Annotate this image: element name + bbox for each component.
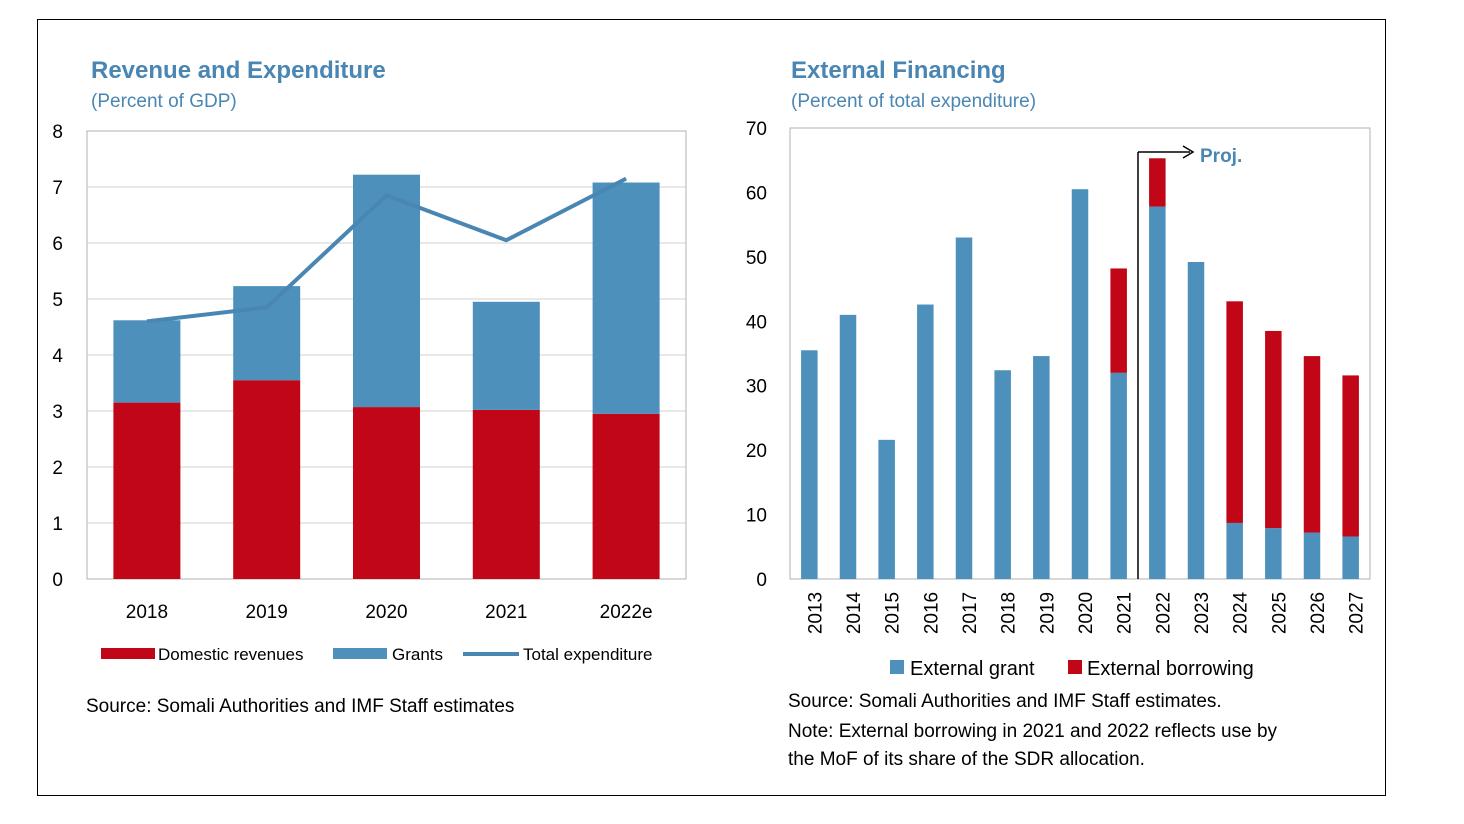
x-tick-label: 2013 [805,592,826,634]
bar-external-grant [1342,536,1359,579]
x-tick-label: 2020 [365,602,407,623]
projection-label: Proj. [1200,146,1242,167]
legend-label-total-expenditure: Total expenditure [523,645,652,664]
bar-external-borrowing [1110,268,1127,373]
bar-grants [353,174,420,408]
bar-domestic-revenues [233,380,301,579]
legend-label-grants: Grants [392,645,443,664]
x-tick-label: 2022 [1153,592,1174,634]
bar-external-borrowing [1342,375,1359,537]
y-tick-label: 6 [52,234,63,255]
right-chart-title: External Financing [791,57,1006,84]
x-tick-label: 2014 [844,591,865,634]
y-tick-label: 70 [746,119,767,140]
bar-external-grant [994,370,1011,579]
right-note-line1: Note: External borrowing in 2021 and 202… [788,721,1278,742]
x-tick-label: 2025 [1269,592,1290,634]
projection-arrowhead [1182,145,1195,159]
x-tick-label: 2018 [126,602,168,623]
y-tick-label: 60 [746,183,767,204]
legend-label-domestic-revenues: Domestic revenues [158,645,304,664]
y-tick-label: 50 [746,248,767,269]
bar-external-grant [878,439,895,579]
bar-grants [113,320,181,403]
y-tick-label: 10 [746,506,767,527]
y-tick-label: 4 [52,346,63,367]
bar-grants [233,286,301,381]
y-tick-label: 30 [746,377,767,398]
legend-swatch-external-borrowing [1068,660,1082,674]
bar-domestic-revenues [353,407,420,579]
bar-external-grant [1149,206,1166,580]
bar-external-grant [1033,356,1050,579]
bar-grants [472,301,540,410]
x-tick-label: 2026 [1308,592,1329,634]
right-source-note: Source: Somali Authorities and IMF Staff… [788,691,1222,712]
figure-frame [37,19,1386,796]
y-tick-label: 0 [52,570,63,591]
x-tick-label: 2018 [999,592,1020,634]
x-tick-label: 2019 [246,602,288,623]
x-tick-label: 2019 [1037,592,1058,634]
bar-domestic-revenues [472,409,540,579]
legend-swatch-grants [333,648,387,659]
y-tick-label: 7 [52,178,63,199]
bar-domestic-revenues [113,402,181,579]
bar-external-grant [917,304,934,579]
y-tick-label: 20 [746,441,767,462]
legend-swatch-domestic-revenues [101,648,155,659]
bar-external-grant [839,314,857,579]
bar-external-borrowing [1226,301,1243,523]
legend-label-external-grant: External grant [910,658,1035,680]
bar-domestic-revenues [592,413,660,579]
y-tick-label: 1 [52,514,63,535]
x-tick-label: 2021 [485,602,527,623]
bar-external-grant [1071,189,1089,579]
legend-label-external-borrowing: External borrowing [1087,658,1254,680]
x-tick-label: 2021 [1115,592,1136,634]
x-tick-label: 2024 [1231,591,1252,634]
legend-swatch-external-grant [890,660,904,674]
x-tick-label: 2027 [1347,592,1368,634]
bar-external-grant [955,237,973,579]
x-tick-label: 2016 [921,592,942,634]
bar-external-grant [1265,528,1282,579]
y-tick-label: 8 [52,122,63,143]
left-source-note: Source: Somali Authorities and IMF Staff… [86,696,515,717]
y-tick-label: 40 [746,312,767,333]
right-chart-subtitle: (Percent of total expenditure) [791,91,1037,112]
bar-external-grant [1187,262,1205,579]
left-chart-subtitle: (Percent of GDP) [91,91,237,112]
bar-grants [592,182,660,414]
left-chart-title: Revenue and Expenditure [91,57,386,84]
bar-external-borrowing [1149,158,1166,207]
bar-external-grant [1303,532,1321,579]
y-tick-label: 2 [52,458,63,479]
y-tick-label: 0 [756,570,767,591]
right-note-line2: the MoF of its share of the SDR allocati… [788,749,1145,770]
bar-external-borrowing [1265,330,1282,529]
x-tick-label: 2017 [960,592,981,634]
bar-external-grant [1226,522,1243,579]
y-tick-label: 3 [52,402,63,423]
bar-external-borrowing [1303,356,1321,533]
x-tick-label: 2022e [600,602,653,623]
y-tick-label: 5 [52,290,63,311]
x-tick-label: 2020 [1076,592,1097,634]
bar-external-grant [801,350,818,579]
x-tick-label: 2023 [1192,592,1213,634]
bar-external-grant [1110,372,1127,579]
x-tick-label: 2015 [883,592,904,634]
